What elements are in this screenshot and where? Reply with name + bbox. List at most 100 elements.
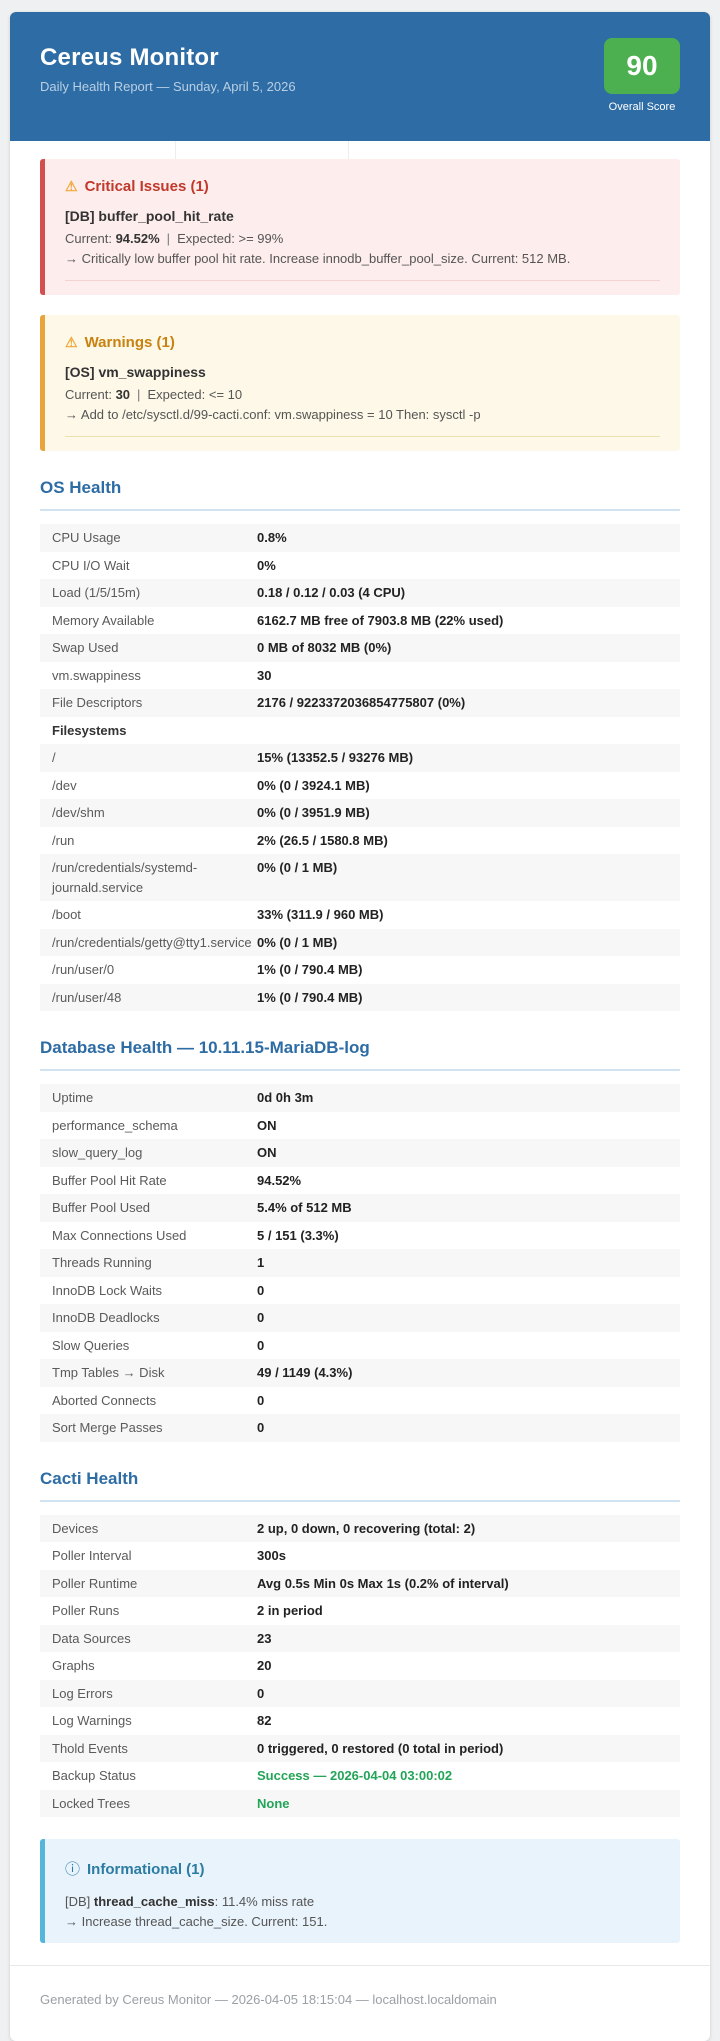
current-value: 30 bbox=[115, 387, 131, 402]
table-row: Threads Running 1 bbox=[40, 1249, 680, 1277]
row-value: 0.18 / 0.12 / 0.03 (4 CPU) bbox=[257, 585, 406, 600]
table-row: /run/user/48 1% (0 / 790.4 MB) bbox=[40, 983, 680, 1011]
row-value: None bbox=[257, 1795, 290, 1811]
row-label: Log Errors bbox=[52, 1685, 113, 1701]
row-value: 0% (0 / 1 MB) bbox=[257, 860, 338, 875]
row-value: 0 MB of 8032 MB (0%) bbox=[257, 640, 392, 655]
table-row: Devices 2 up, 0 down, 0 recovering (tota… bbox=[40, 1514, 680, 1542]
row-value: 30 bbox=[257, 667, 272, 683]
header-text-block: Cereus Monitor Daily Health Report — Sun… bbox=[40, 38, 296, 94]
table-row: Max Connections Used 5 / 151 (3.3%) bbox=[40, 1222, 680, 1250]
row-label: slow_query_log bbox=[52, 1145, 143, 1160]
critical-item-detail: → Critically low buffer pool hit rate. I… bbox=[65, 250, 571, 266]
table-row: Log Warnings 82 bbox=[40, 1707, 680, 1735]
row-value: 6162.7 MB free of 7903.8 MB (22% used) bbox=[257, 612, 504, 628]
row-label: /run/credentials/systemd-journald.servic… bbox=[52, 860, 198, 895]
row-label: Log Warnings bbox=[52, 1713, 132, 1728]
page-title: Cereus Monitor bbox=[40, 44, 219, 71]
row-label: Backup Status bbox=[52, 1768, 136, 1783]
critical-item-name: [DB] buffer_pool_hit_rate bbox=[65, 208, 234, 224]
report-footer: Generated by Cereus Monitor — 2026-04-05… bbox=[10, 1965, 710, 2041]
report-header: Cereus Monitor Daily Health Report — Sun… bbox=[10, 12, 710, 141]
row-value: 82 bbox=[257, 1713, 272, 1728]
informational-title-text: Informational (1) bbox=[87, 1861, 205, 1878]
row-value: 0d 0h 3m bbox=[257, 1090, 314, 1105]
row-value: 49 / 1149 (4.3%) bbox=[257, 1365, 353, 1380]
overall-score-block: 90 Overall Score bbox=[604, 38, 680, 113]
health-section: Cacti Health Devices 2 up, 0 down, 0 rec… bbox=[10, 1469, 710, 1817]
table-row: /run/credentials/systemd-journald.servic… bbox=[40, 854, 680, 901]
row-value: 0 bbox=[257, 1420, 265, 1435]
warnings-box: ⚠ Warnings (1) [OS] vm_swappiness Current… bbox=[40, 315, 680, 451]
table-row: Poller Interval 300s bbox=[40, 1542, 680, 1570]
row-value: 0 bbox=[257, 1310, 265, 1325]
table-row: Poller Runtime Avg 0.5s Min 0s Max 1s (0… bbox=[40, 1569, 680, 1597]
row-value: 0% (0 / 3924.1 MB) bbox=[257, 777, 370, 793]
row-label: /run/credentials/getty@tty1.service bbox=[52, 934, 252, 950]
info-item-name: thread_cache_miss bbox=[93, 1894, 215, 1909]
table-row: slow_query_log ON bbox=[40, 1139, 680, 1167]
table-row: File Descriptors 2176 / 9223372036854775… bbox=[40, 689, 680, 717]
row-value: 0 triggered, 0 restored (0 total in peri… bbox=[257, 1740, 504, 1756]
row-value: Success — 2026-04-04 03:00:02 bbox=[257, 1768, 453, 1783]
table-row: Filesystems bbox=[40, 717, 680, 745]
row-value: 15% (13352.5 / 93276 MB) bbox=[257, 750, 414, 765]
row-value: 0 bbox=[257, 1685, 265, 1701]
row-value: 0% bbox=[257, 557, 276, 573]
divider bbox=[65, 280, 660, 281]
table-row: Log Errors 0 bbox=[40, 1679, 680, 1707]
row-value: 2 in period bbox=[257, 1603, 323, 1618]
row-label: Uptime bbox=[52, 1090, 94, 1105]
row-value: 1 bbox=[257, 1255, 265, 1270]
row-value: 0% (0 / 3951.9 MB) bbox=[257, 805, 370, 820]
info-item-detail: → Increase thread_cache_size. Current: 1… bbox=[65, 1913, 328, 1929]
row-value: 5.4% of 512 MB bbox=[257, 1200, 352, 1215]
overall-score-label: Overall Score bbox=[608, 101, 676, 113]
section-title: Cacti Health bbox=[40, 1469, 680, 1502]
sections: OS Health CPU Usage 0.8% CPU I/O Wait 0%… bbox=[10, 478, 710, 1817]
row-value: 2176 / 9223372036854775807 (0%) bbox=[257, 695, 466, 710]
info-item-prefix: [DB] bbox=[65, 1894, 94, 1909]
row-value: 0.8% bbox=[257, 530, 287, 545]
row-label: Locked Trees bbox=[52, 1795, 131, 1811]
expected-text: Expected: <= 10 bbox=[147, 387, 243, 402]
section-title: OS Health bbox=[40, 478, 680, 511]
table-row: performance_schema ON bbox=[40, 1112, 680, 1140]
row-value: 1% (0 / 790.4 MB) bbox=[257, 989, 363, 1005]
report-card: Cereus Monitor Daily Health Report — Sun… bbox=[10, 12, 710, 2041]
row-label: Memory Available bbox=[52, 612, 155, 628]
row-value: ON bbox=[257, 1117, 277, 1133]
row-label: /dev bbox=[52, 777, 77, 793]
row-label: / bbox=[52, 750, 56, 765]
table-row: /run/user/0 1% (0 / 790.4 MB) bbox=[40, 956, 680, 984]
row-label: Load (1/5/15m) bbox=[52, 585, 141, 600]
row-label: Thold Events bbox=[52, 1740, 128, 1756]
warning-triangle-icon: ⚠ bbox=[65, 334, 78, 350]
expected-text: Expected: >= 99% bbox=[177, 231, 284, 246]
table-row: Memory Available 6162.7 MB free of 7903.… bbox=[40, 607, 680, 635]
current-label: Current: bbox=[65, 387, 116, 402]
warning-item-detail: → Add to /etc/sysctl.d/99-cacti.conf: vm… bbox=[65, 406, 481, 422]
table-row: Poller Runs 2 in period bbox=[40, 1597, 680, 1625]
table-row: Slow Queries 0 bbox=[40, 1332, 680, 1360]
row-label: Data Sources bbox=[52, 1630, 131, 1646]
table-row: /dev/shm 0% (0 / 3951.9 MB) bbox=[40, 799, 680, 827]
row-value: 2% (26.5 / 1580.8 MB) bbox=[257, 832, 388, 848]
section-table: CPU Usage 0.8% CPU I/O Wait 0% Load (1/5… bbox=[40, 524, 680, 1011]
table-row: InnoDB Lock Waits 0 bbox=[40, 1277, 680, 1305]
table-row: Aborted Connects 0 bbox=[40, 1387, 680, 1415]
table-row: /dev 0% (0 / 3924.1 MB) bbox=[40, 772, 680, 800]
row-value: ON bbox=[257, 1145, 277, 1160]
critical-item-values: Current: 94.52% | Expected: >= 99% bbox=[65, 229, 660, 249]
table-row: Tmp Tables → Disk 49 / 1149 (4.3%) bbox=[40, 1359, 680, 1387]
row-value: 0 bbox=[257, 1392, 265, 1408]
table-row: Swap Used 0 MB of 8032 MB (0%) bbox=[40, 634, 680, 662]
row-label: Poller Runs bbox=[52, 1603, 120, 1618]
table-row: Uptime 0d 0h 3m bbox=[40, 1084, 680, 1112]
table-row: Backup Status Success — 2026-04-04 03:00… bbox=[40, 1762, 680, 1790]
warnings-title-text: Warnings (1) bbox=[84, 334, 175, 351]
warning-triangle-icon: ⚠ bbox=[65, 178, 78, 194]
row-label: Poller Runtime bbox=[52, 1575, 138, 1591]
report-subtitle: Daily Health Report — Sunday, April 5, 2… bbox=[40, 79, 296, 94]
row-label: InnoDB Lock Waits bbox=[52, 1282, 163, 1298]
